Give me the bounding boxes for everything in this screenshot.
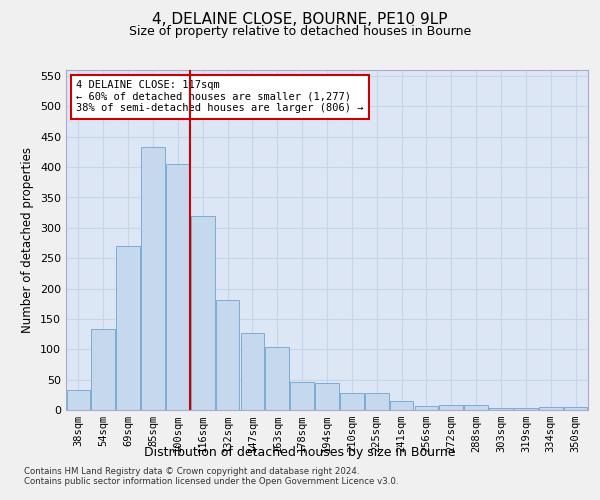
Text: 4, DELAINE CLOSE, BOURNE, PE10 9LP: 4, DELAINE CLOSE, BOURNE, PE10 9LP [152,12,448,28]
Y-axis label: Number of detached properties: Number of detached properties [22,147,34,333]
Bar [365,393,389,410]
Bar [514,408,538,410]
Bar [390,401,413,410]
Text: Distribution of detached houses by size in Bourne: Distribution of detached houses by size … [144,446,456,459]
Bar [290,382,314,410]
Bar [415,406,438,410]
Text: Contains public sector information licensed under the Open Government Licence v3: Contains public sector information licen… [24,477,398,486]
Bar [539,407,563,410]
Bar [315,382,339,410]
Text: Size of property relative to detached houses in Bourne: Size of property relative to detached ho… [129,25,471,38]
Bar [265,348,289,410]
Bar [439,404,463,410]
Text: Contains HM Land Registry data © Crown copyright and database right 2024.: Contains HM Land Registry data © Crown c… [24,467,359,476]
Bar [191,216,215,410]
Bar [166,164,190,410]
Bar [91,329,115,410]
Bar [141,147,165,410]
Bar [464,404,488,410]
Text: 4 DELAINE CLOSE: 117sqm
← 60% of detached houses are smaller (1,277)
38% of semi: 4 DELAINE CLOSE: 117sqm ← 60% of detache… [76,80,364,114]
Bar [241,333,264,410]
Bar [216,300,239,410]
Bar [116,246,140,410]
Bar [489,408,513,410]
Bar [564,407,587,410]
Bar [67,390,90,410]
Bar [340,393,364,410]
